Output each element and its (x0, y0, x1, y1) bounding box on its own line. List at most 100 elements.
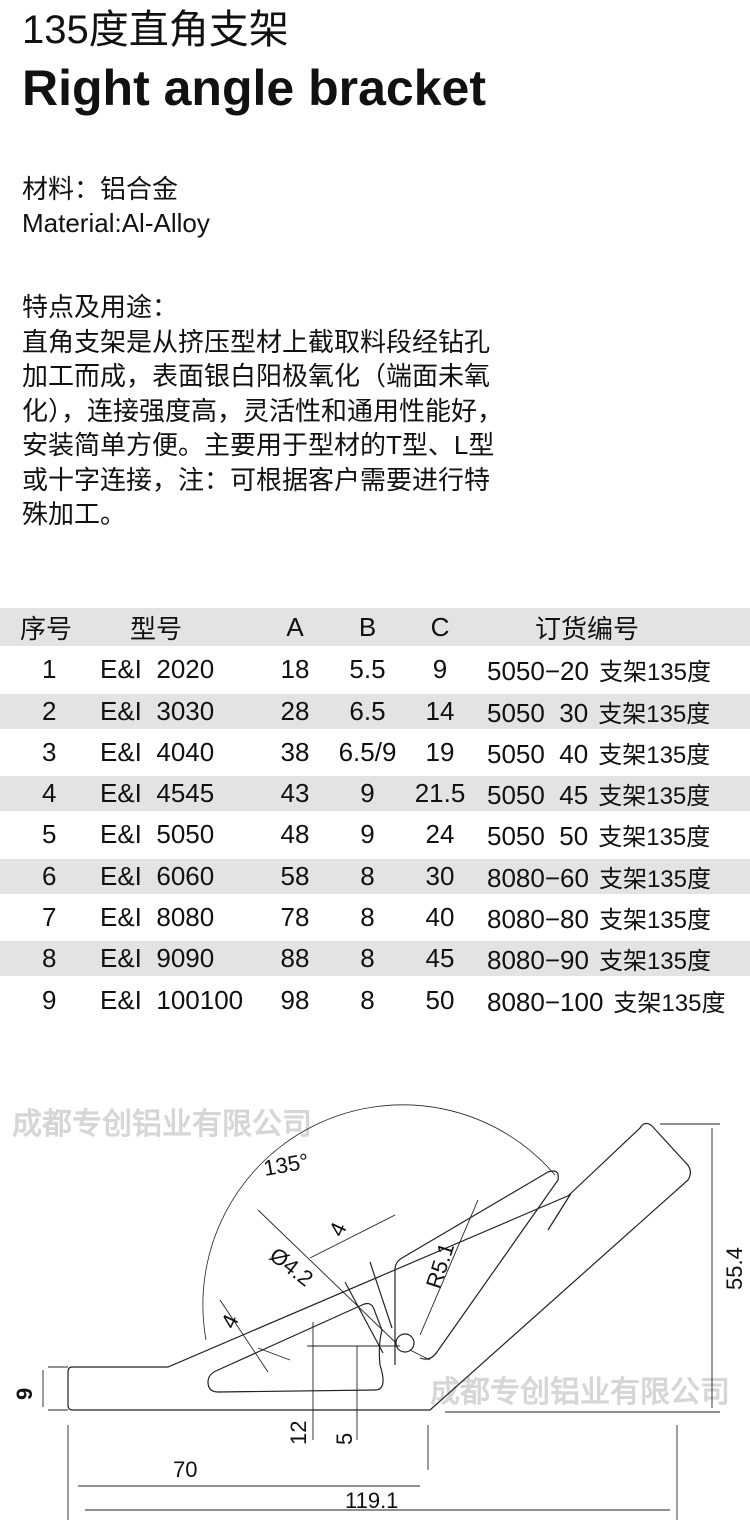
material: 材料：铝合金 Material:Al-Alloy (22, 172, 210, 240)
cell-order: 5050 50 支架135度 (475, 811, 750, 859)
features-line: 化），连接强度高，灵活性和通用性能好， (22, 395, 504, 426)
cell-model: E&I 3030 (100, 695, 215, 726)
cell-b: 9 (360, 778, 375, 809)
features-line: 或十字连接，注：可根据客户需要进行特 (22, 464, 491, 495)
table-row: 4 E&I 4545 43 9 21.5 5050 45 支架135度 (0, 776, 750, 812)
cell-b: 6.5 (349, 695, 386, 726)
table-row: 9 E&I 100100 98 8 50 8080−100 支架135度 (0, 976, 750, 1024)
cell-c: 50 (425, 984, 455, 1015)
order-suffix: 支架135度 (598, 907, 711, 935)
col-c: C (430, 611, 450, 642)
radius-label: R5.1 (421, 1240, 459, 1292)
table-row: 1 E&I 2020 18 5.5 9 5050−20 支架135度 (0, 646, 750, 694)
slot-lower (207, 1302, 384, 1393)
features-line: 殊加工。 (22, 499, 127, 529)
dim-70-label: 70 (173, 1457, 197, 1482)
cell-b: 5.5 (349, 654, 386, 685)
slot-width-label: 4 (324, 1218, 352, 1240)
hole (395, 1333, 415, 1353)
cell-a: 18 (280, 654, 310, 685)
table-row: 3 E&I 4040 38 6.5/9 19 5050 40 支架135度 (0, 729, 750, 777)
features-line: 直角支架是从挤压型材上截取料段经钻孔 (22, 326, 491, 357)
col-no: 序号 (20, 613, 73, 644)
col-b: B (358, 611, 377, 642)
order-suffix: 支架135度 (598, 700, 711, 728)
order-code: 8080−90 (487, 945, 589, 976)
cell-b: 6.5/9 (338, 736, 397, 767)
cell-order: 8080−60 支架135度 (475, 859, 750, 894)
cell-order: 8080−100 支架135度 (475, 976, 750, 1024)
slot-width-label: 4 (216, 1310, 244, 1332)
order-suffix: 支架135度 (598, 865, 711, 893)
cell-c: 21.5 (414, 778, 466, 809)
height-label: 55.4 (722, 1247, 747, 1290)
order-code: 8080−80 (487, 904, 589, 935)
dim-12-label: 12 (286, 1421, 311, 1445)
cell-b: 9 (360, 819, 375, 850)
cell-a: 58 (280, 860, 310, 891)
order-suffix: 支架135度 (613, 989, 726, 1017)
thickness-label: 9 (12, 1388, 37, 1400)
cell-no: 7 (42, 902, 57, 933)
title-en: Right angle bracket (22, 60, 486, 116)
cell-model: E&I 5050 (100, 819, 215, 850)
cell-no: 4 (42, 778, 57, 809)
cell-c: 9 (432, 654, 448, 685)
features-line: 加工而成，表面银白阳极氧化（端面未氧 (22, 361, 491, 391)
cell-no: 3 (42, 736, 57, 767)
title-cn: 135度直角支架 (22, 8, 289, 52)
col-model: 型号 (130, 613, 183, 644)
cell-order: 5050 45 支架135度 (475, 776, 750, 811)
bracket-drawing: 成都专创铝业有限公司 成都专创铝业有限公司 135° R5.1 (12, 1104, 747, 1520)
order-suffix: 支架135度 (598, 948, 711, 976)
cell-no: 6 (42, 860, 57, 891)
cell-c: 45 (425, 943, 455, 974)
cell-model: E&I 6060 (100, 860, 215, 891)
order-code: 5050 40 (487, 738, 589, 769)
cell-b: 8 (360, 860, 375, 891)
cell-no: 5 (42, 819, 57, 850)
table-row: 8 E&I 9090 88 8 45 8080−90 支架135度 (0, 941, 750, 977)
cell-order: 5050 30 支架135度 (475, 694, 750, 729)
cell-a: 48 (280, 819, 310, 850)
order-code: 5050−20 (487, 656, 589, 687)
material-en: Material:Al-Alloy (22, 208, 210, 238)
cell-no: 1 (42, 654, 57, 685)
features: 特点及用途： 直角支架是从挤压型材上截取料段经钻孔 加工而成，表面银白阳极氧化（… (22, 290, 602, 532)
bracket-outline (67, 1122, 691, 1411)
order-suffix: 支架135度 (598, 824, 711, 852)
spec-table: 序号 型号 A B C 订货编号 1 E&I 2020 18 5.5 9 505… (0, 608, 750, 1024)
cell-c: 40 (425, 902, 455, 933)
cell-no: 8 (42, 943, 57, 974)
order-code: 5050 50 (487, 821, 589, 852)
order-suffix: 支架135度 (598, 659, 711, 687)
table-row: 7 E&I 8080 78 8 40 8080−80 支架135度 (0, 894, 750, 942)
watermark: 成都专创铝业有限公司 (12, 1107, 312, 1142)
cell-b: 8 (360, 902, 375, 933)
order-code: 5050 45 (487, 780, 589, 811)
cell-model: E&I 9090 (100, 943, 215, 974)
order-code: 5050 30 (487, 697, 589, 728)
cell-a: 28 (280, 695, 310, 726)
features-line: 安装简单方便。主要用于型材的T型、L型 (22, 430, 495, 460)
order-code: 8080−100 (487, 986, 604, 1017)
features-heading: 特点及用途： (22, 292, 179, 322)
cell-a: 98 (280, 984, 310, 1015)
angle-label: 135° (262, 1148, 311, 1181)
cell-c: 19 (425, 736, 455, 767)
material-cn: 材料：铝合金 (22, 174, 179, 204)
cell-c: 24 (425, 819, 455, 850)
cell-model: E&I 4040 (100, 736, 215, 767)
cell-b: 8 (360, 943, 375, 974)
col-a: A (286, 611, 304, 642)
cell-model: E&I 4545 (100, 778, 215, 809)
cell-order: 8080−80 支架135度 (475, 894, 750, 942)
angle-arc (202, 1104, 556, 1341)
cell-a: 43 (280, 778, 310, 809)
cell-no: 9 (42, 984, 57, 1015)
cell-no: 2 (42, 695, 57, 726)
order-suffix: 支架135度 (598, 783, 711, 811)
cell-model: E&I 2020 (100, 654, 215, 685)
cell-a: 78 (280, 902, 310, 933)
cell-model: E&I 8080 (100, 902, 215, 933)
